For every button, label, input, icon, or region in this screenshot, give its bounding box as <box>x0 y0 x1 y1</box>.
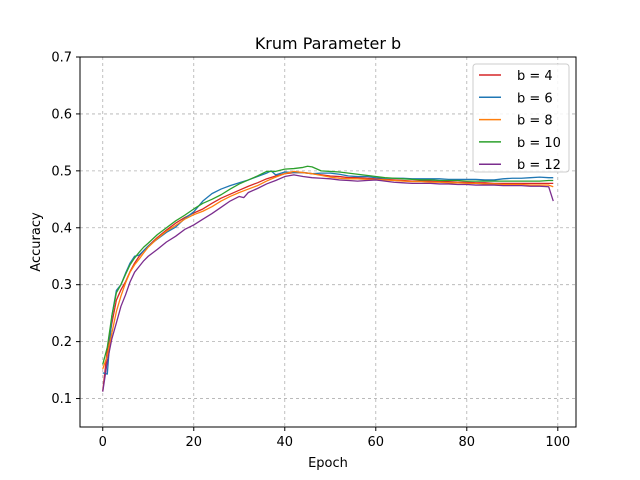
series-line-3 <box>102 170 554 370</box>
series-line-4 <box>102 165 554 365</box>
x-axis-ticks: 0 20 40 60 80 100 <box>99 427 570 450</box>
legend-label-1: b = 4 <box>517 69 553 84</box>
legend-box <box>472 63 570 173</box>
y-tick-label: 0.6 <box>51 107 72 122</box>
x-tick-label: 0 <box>99 435 107 450</box>
series-line-5 <box>102 174 554 392</box>
x-axis-label: Epoch <box>308 456 348 471</box>
y-tick-label: 0.2 <box>51 335 72 350</box>
y-tick-label: 0.3 <box>51 278 72 293</box>
legend-label-2: b = 6 <box>517 91 553 106</box>
series-lines <box>102 165 554 392</box>
plot-frame <box>79 56 577 428</box>
x-tick-label: 20 <box>185 435 202 450</box>
x-tick-label: 40 <box>276 435 293 450</box>
legend-label-3: b = 8 <box>517 114 553 129</box>
x-tick-label: 80 <box>459 435 476 450</box>
legend-label-4: b = 10 <box>517 136 561 151</box>
legend-label-5: b = 12 <box>517 158 561 173</box>
x-tick-label: 60 <box>368 435 385 450</box>
y-axis-label: Accuracy <box>29 212 44 272</box>
y-tick-label: 0.1 <box>51 392 72 407</box>
y-tick-label: 0.4 <box>51 221 72 236</box>
y-tick-label: 0.5 <box>51 164 72 179</box>
chart-title: Krum Parameter b <box>255 34 401 53</box>
y-axis-ticks: 0.1 0.2 0.3 0.4 0.5 0.6 0.7 <box>51 51 80 407</box>
y-tick-label: 0.7 <box>51 51 72 66</box>
legend: b = 4 b = 6 b = 8 b = 10 b = 12 <box>472 63 570 173</box>
x-tick-label: 100 <box>545 435 570 450</box>
